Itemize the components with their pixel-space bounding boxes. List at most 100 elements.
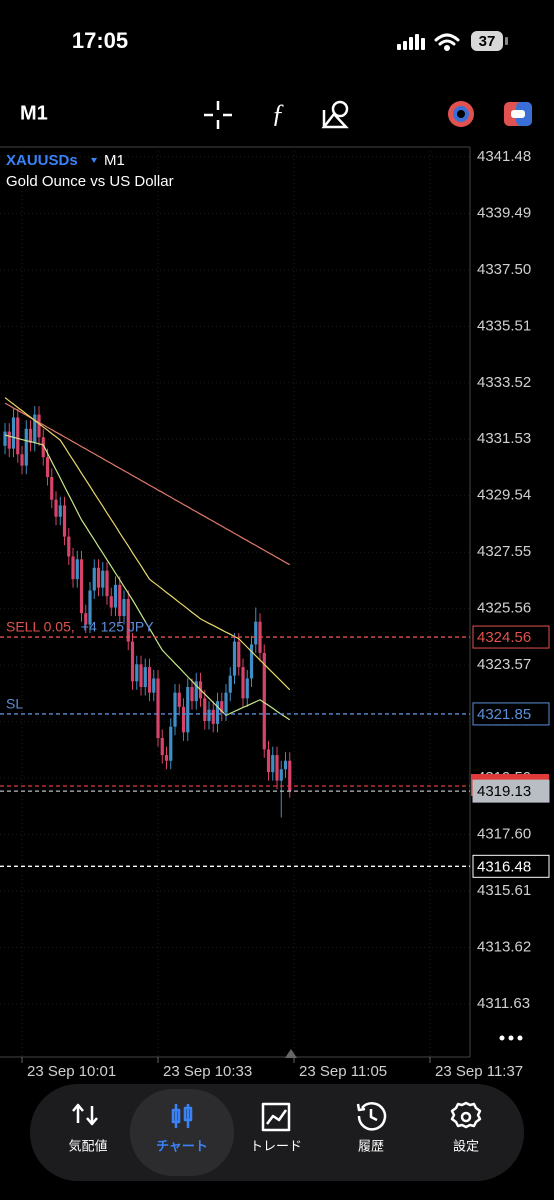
moving-average-line [4, 434, 291, 721]
symbol-name[interactable]: XAUUSDs [6, 152, 78, 169]
y-tick-label: 4335.51 [477, 317, 531, 334]
candle-body [3, 431, 7, 446]
y-tick-label: 4313.62 [477, 938, 531, 955]
tab-label[interactable]: チャート [156, 1138, 208, 1153]
y-tick-label: 4329.54 [477, 487, 531, 504]
candle-body [37, 414, 41, 438]
y-tick-label: 4315.61 [477, 882, 531, 899]
tab-icon[interactable] [356, 1102, 387, 1131]
moving-average-line [4, 397, 291, 691]
status-time: 17:05 [72, 28, 128, 53]
tab-icon[interactable] [261, 1102, 291, 1132]
battery-cap [505, 37, 508, 45]
candle-body [211, 709, 215, 724]
candle-body [84, 613, 88, 625]
candle-body [215, 701, 220, 724]
tab-icon[interactable] [450, 1101, 482, 1129]
tab-icon[interactable] [460, 1111, 472, 1123]
candle-body [275, 755, 279, 781]
tab-bar [30, 1084, 524, 1181]
candle-body [58, 505, 62, 517]
price-label-box [472, 779, 550, 803]
candle-body [147, 667, 152, 693]
candle-body [135, 664, 139, 682]
tab-icon[interactable] [171, 1104, 193, 1128]
candle-body [7, 431, 11, 449]
candle-body [190, 686, 194, 702]
candle-body [156, 678, 160, 739]
price-label: 4321.85 [477, 706, 531, 723]
candle-body [207, 709, 211, 722]
candle-body [101, 570, 105, 588]
candle-body [96, 567, 101, 588]
candle-body [143, 667, 147, 687]
candle-body [173, 692, 177, 727]
y-tick-label: 4331.53 [477, 430, 531, 447]
tab-label[interactable]: 設定 [453, 1138, 479, 1153]
candle-body [228, 675, 232, 693]
price-line-profit: +4 125 JPY [81, 619, 154, 635]
candle-body [164, 755, 169, 761]
candle-body [224, 692, 228, 713]
symbol-timeframe: M1 [104, 152, 125, 169]
battery-level: 37 [479, 33, 496, 50]
candle-body [118, 584, 122, 617]
candle-body [28, 428, 33, 443]
active-tab-highlight [130, 1089, 234, 1176]
y-tick-label: 4325.56 [477, 600, 531, 617]
moving-average-line [4, 402, 291, 566]
candle-body [62, 505, 67, 537]
y-tick-label: 4337.50 [477, 261, 531, 278]
candle-body [177, 692, 181, 707]
candle-body [92, 567, 96, 591]
price-line-label: SELL 0.05, [6, 619, 75, 635]
candle-body [20, 454, 24, 466]
objects-button[interactable] [321, 100, 349, 129]
candle-body [41, 437, 45, 458]
battery-icon [471, 31, 503, 51]
candle-body [262, 652, 266, 750]
wifi-icon [434, 33, 460, 51]
candle-body [113, 584, 118, 608]
tab-icon[interactable] [72, 1103, 98, 1126]
candle-body [71, 556, 75, 580]
y-tick-label: 4333.52 [477, 374, 531, 391]
tab-label[interactable]: 履歴 [358, 1138, 384, 1153]
candle-body [232, 641, 237, 676]
candle-body [16, 417, 20, 455]
more-button[interactable] [499, 1035, 523, 1041]
candle-body [109, 596, 113, 608]
tab-label[interactable]: トレード [250, 1138, 302, 1153]
tab-label[interactable]: 気配値 [68, 1138, 107, 1153]
candle-body [271, 755, 275, 773]
candle-body [67, 536, 71, 557]
y-tick-label: 4317.60 [477, 826, 531, 843]
candle-body [54, 499, 58, 517]
y-tick-label: 4339.49 [477, 204, 531, 221]
signal-icon [397, 34, 425, 50]
price-label: 4324.56 [477, 629, 531, 646]
crosshair-button[interactable] [204, 101, 232, 129]
price-label-box [472, 625, 550, 649]
timeframe-button[interactable]: M1 [20, 102, 48, 124]
shift-marker [285, 1049, 297, 1058]
price-label: 4319.13 [477, 783, 531, 800]
candle-body [241, 667, 245, 699]
candle-body [254, 621, 258, 645]
indicators-button[interactable]: ƒ [272, 99, 285, 128]
price-label-box [472, 702, 550, 726]
one-click-button[interactable] [504, 102, 532, 126]
candle-body [24, 428, 28, 466]
symbol-description: Gold Ounce vs US Dollar [6, 173, 174, 190]
candle-body [105, 570, 109, 597]
candle-body [88, 590, 92, 625]
x-tick-label: 23 Sep 11:37 [435, 1063, 523, 1080]
candle-body [181, 706, 186, 733]
candle-body [75, 559, 79, 580]
candle-body [203, 698, 207, 722]
candle-body [194, 681, 198, 702]
plot-area [0, 147, 470, 1057]
symbol-dropdown[interactable] [91, 158, 97, 163]
trade-button[interactable] [448, 101, 474, 127]
